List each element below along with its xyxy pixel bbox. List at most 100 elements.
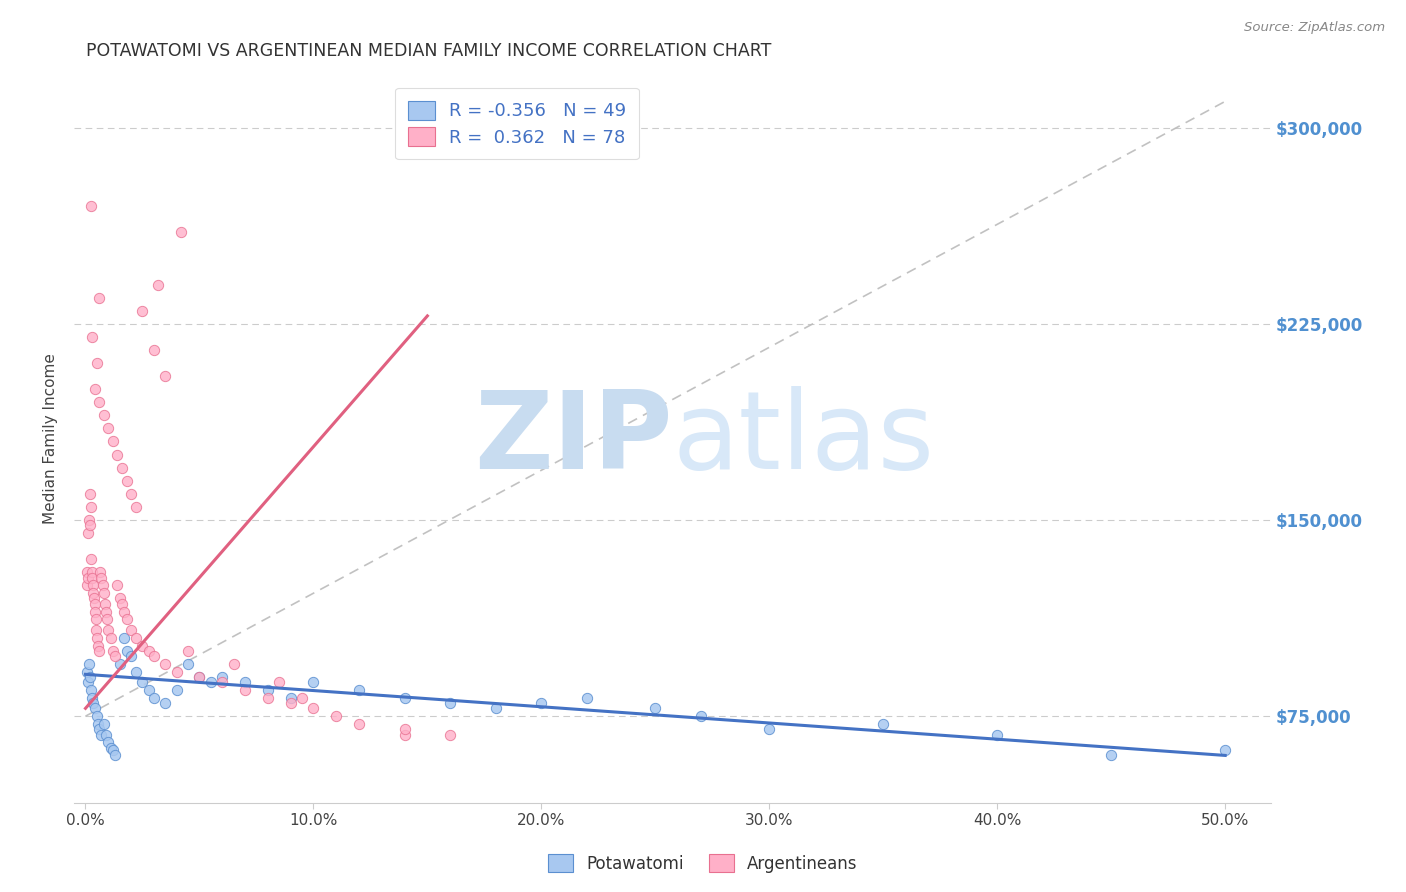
- Point: [131, 675, 153, 690]
- Point: [79, 487, 101, 501]
- Text: ZIP: ZIP: [474, 386, 672, 491]
- Point: [82, 330, 104, 344]
- Point: [211, 670, 233, 684]
- Point: [112, 631, 135, 645]
- Point: [108, 657, 131, 671]
- Point: [347, 683, 370, 698]
- Point: [80, 683, 103, 698]
- Legend: R = -0.356   N = 49, R =  0.362   N = 78: R = -0.356 N = 49, R = 0.362 N = 78: [395, 88, 638, 160]
- Point: [155, 696, 177, 710]
- Point: [1213, 743, 1236, 757]
- Point: [84, 612, 107, 626]
- Point: [76, 675, 98, 690]
- Point: [89, 291, 111, 305]
- Point: [82, 586, 104, 600]
- Point: [89, 644, 111, 658]
- Point: [76, 578, 98, 592]
- Point: [87, 639, 110, 653]
- Point: [131, 639, 153, 653]
- Point: [124, 665, 146, 679]
- Point: [200, 675, 222, 690]
- Point: [690, 709, 713, 723]
- Point: [166, 665, 188, 679]
- Point: [101, 434, 124, 449]
- Point: [86, 356, 108, 370]
- Point: [188, 670, 211, 684]
- Point: [89, 395, 111, 409]
- Point: [89, 723, 111, 737]
- Point: [94, 727, 117, 741]
- Point: [83, 382, 105, 396]
- Point: [86, 623, 108, 637]
- Point: [93, 586, 115, 600]
- Point: [222, 657, 245, 671]
- Point: [575, 690, 598, 705]
- Point: [100, 631, 122, 645]
- Point: [82, 690, 104, 705]
- Point: [82, 696, 104, 710]
- Point: [872, 717, 894, 731]
- Point: [77, 657, 100, 671]
- Point: [91, 578, 114, 592]
- Point: [80, 199, 103, 213]
- Point: [105, 448, 128, 462]
- Point: [83, 591, 105, 606]
- Point: [93, 717, 115, 731]
- Point: [291, 690, 314, 705]
- Point: [644, 701, 666, 715]
- Point: [96, 612, 118, 626]
- Point: [97, 623, 120, 637]
- Point: [82, 578, 104, 592]
- Point: [120, 487, 142, 501]
- Point: [131, 303, 153, 318]
- Point: [97, 421, 120, 435]
- Point: [302, 675, 325, 690]
- Point: [79, 500, 101, 514]
- Text: atlas: atlas: [672, 386, 935, 491]
- Point: [758, 723, 780, 737]
- Point: [80, 566, 103, 580]
- Point: [112, 605, 135, 619]
- Point: [80, 552, 103, 566]
- Point: [84, 605, 107, 619]
- Point: [170, 225, 193, 239]
- Point: [394, 690, 416, 705]
- Point: [394, 727, 416, 741]
- Point: [256, 683, 278, 698]
- Point: [77, 513, 100, 527]
- Point: [87, 717, 110, 731]
- Point: [142, 343, 165, 357]
- Point: [90, 727, 112, 741]
- Point: [115, 612, 138, 626]
- Point: [108, 591, 131, 606]
- Point: [280, 690, 302, 705]
- Y-axis label: Median Family Income: Median Family Income: [44, 353, 58, 524]
- Point: [86, 709, 108, 723]
- Point: [77, 526, 100, 541]
- Point: [269, 675, 291, 690]
- Point: [104, 748, 127, 763]
- Point: [155, 657, 177, 671]
- Point: [86, 631, 108, 645]
- Point: [256, 690, 278, 705]
- Point: [94, 597, 117, 611]
- Point: [325, 709, 347, 723]
- Point: [439, 696, 461, 710]
- Point: [90, 570, 112, 584]
- Text: POTAWATOMI VS ARGENTINEAN MEDIAN FAMILY INCOME CORRELATION CHART: POTAWATOMI VS ARGENTINEAN MEDIAN FAMILY …: [86, 42, 772, 60]
- Point: [138, 683, 160, 698]
- Point: [105, 578, 128, 592]
- Point: [93, 409, 115, 423]
- Point: [76, 566, 98, 580]
- Point: [104, 648, 127, 663]
- Point: [124, 500, 146, 514]
- Point: [115, 474, 138, 488]
- Point: [89, 566, 111, 580]
- Point: [177, 644, 200, 658]
- Point: [177, 657, 200, 671]
- Point: [155, 369, 177, 384]
- Point: [82, 570, 104, 584]
- Point: [138, 644, 160, 658]
- Point: [101, 644, 124, 658]
- Point: [79, 518, 101, 533]
